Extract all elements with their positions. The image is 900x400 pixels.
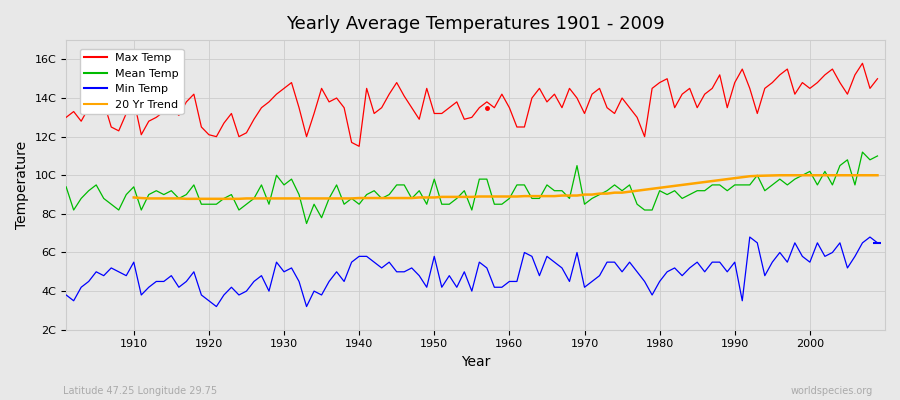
X-axis label: Year: Year — [461, 355, 491, 369]
Legend: Max Temp, Mean Temp, Min Temp, 20 Yr Trend: Max Temp, Mean Temp, Min Temp, 20 Yr Tre… — [80, 48, 184, 114]
Title: Yearly Average Temperatures 1901 - 2009: Yearly Average Temperatures 1901 - 2009 — [286, 15, 665, 33]
Y-axis label: Temperature: Temperature — [15, 141, 29, 229]
Text: worldspecies.org: worldspecies.org — [791, 386, 873, 396]
Text: Latitude 47.25 Longitude 29.75: Latitude 47.25 Longitude 29.75 — [63, 386, 217, 396]
